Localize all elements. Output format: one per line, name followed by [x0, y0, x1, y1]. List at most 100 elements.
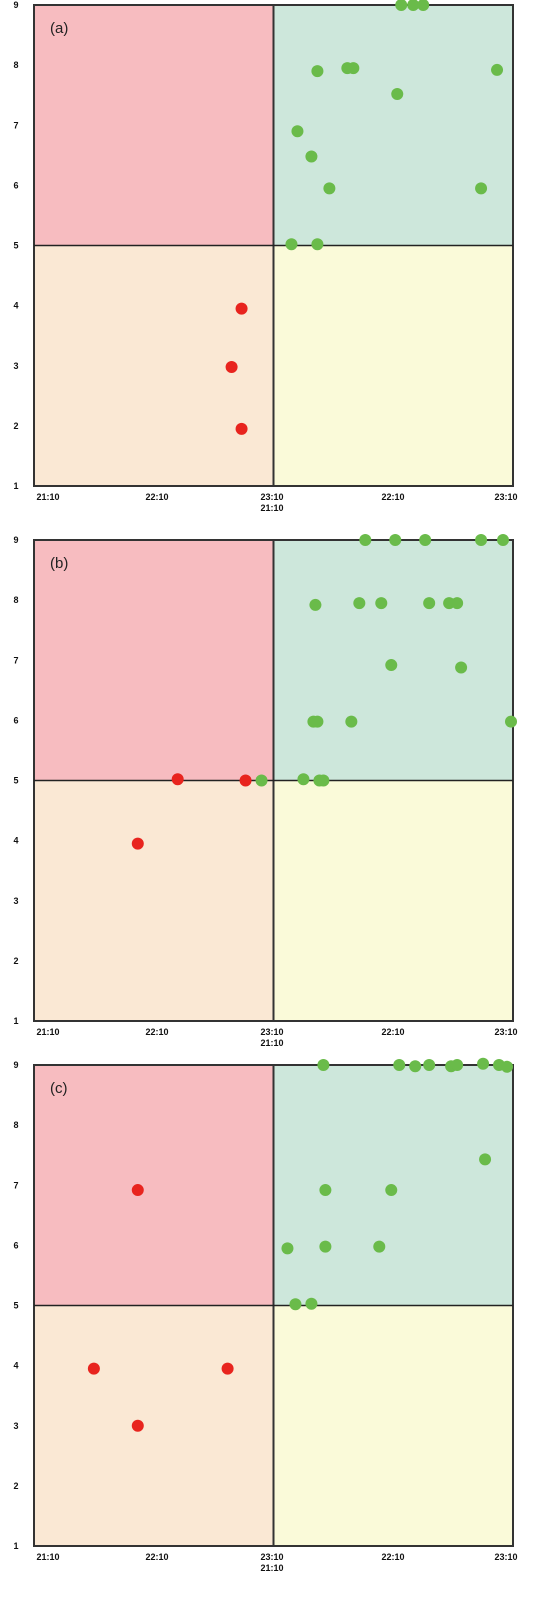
- green-data-point: [256, 775, 268, 787]
- green-data-point: [311, 716, 323, 728]
- green-data-point: [385, 1184, 397, 1196]
- y-tick-label: 4: [13, 301, 18, 311]
- green-data-point: [451, 1059, 463, 1071]
- red-data-point: [222, 1363, 234, 1375]
- x-tick-label: 22:10: [145, 1027, 168, 1037]
- x-tick-label: 23:10: [494, 1027, 517, 1037]
- green-data-point: [501, 1061, 513, 1073]
- quadrant-bottom-right: [274, 1306, 514, 1547]
- x-tick-label: 21:10: [36, 1027, 59, 1037]
- quadrant-bottom-left: [34, 246, 274, 487]
- y-tick-label: 2: [13, 1481, 18, 1491]
- y-tick-label: 1: [13, 481, 18, 491]
- y-tick-label: 7: [13, 655, 18, 665]
- y-tick-label: 3: [13, 1421, 18, 1431]
- green-data-point: [479, 1153, 491, 1165]
- quadrant-top-right: [274, 5, 514, 246]
- green-data-point: [291, 125, 303, 137]
- quadrant-top-left: [34, 540, 274, 781]
- green-data-point: [305, 1298, 317, 1310]
- x-tick-label: 23:10: [494, 1552, 517, 1562]
- red-data-point: [236, 303, 248, 315]
- x-tick-label: 22:10: [381, 492, 404, 502]
- red-data-point: [240, 775, 252, 787]
- green-data-point: [375, 597, 387, 609]
- quadrant-bottom-right: [274, 781, 514, 1022]
- x-tick-label: 22:10: [145, 492, 168, 502]
- y-tick-label: 3: [13, 361, 18, 371]
- green-data-point: [317, 775, 329, 787]
- y-tick-label: 9: [13, 1060, 18, 1070]
- y-tick-label: 6: [13, 180, 18, 190]
- x-tick-label: 22:10: [381, 1552, 404, 1562]
- green-data-point: [389, 534, 401, 546]
- x-tick-label: 23:10: [260, 1027, 283, 1037]
- green-data-point: [281, 1242, 293, 1254]
- x-tick-label: 23:10: [260, 1552, 283, 1562]
- green-data-point: [289, 1298, 301, 1310]
- green-data-point: [419, 534, 431, 546]
- green-data-point: [491, 64, 503, 76]
- green-data-point: [505, 716, 517, 728]
- x-tick-label: 23:10: [260, 492, 283, 502]
- green-data-point: [345, 716, 357, 728]
- green-data-point: [309, 599, 321, 611]
- x-tick-label: 22:10: [381, 1027, 404, 1037]
- y-tick-label: 5: [13, 241, 18, 251]
- panel-label: (b): [50, 555, 68, 572]
- green-data-point: [285, 238, 297, 250]
- quadrant-bottom-left: [34, 1306, 274, 1547]
- quadrant-top-left: [34, 5, 274, 246]
- y-tick-label: 7: [13, 120, 18, 130]
- red-data-point: [172, 773, 184, 785]
- y-tick-label: 2: [13, 421, 18, 431]
- green-data-point: [373, 1241, 385, 1253]
- red-data-point: [132, 838, 144, 850]
- green-data-point: [385, 659, 397, 671]
- red-data-point: [236, 423, 248, 435]
- y-tick-label: 9: [13, 0, 18, 10]
- green-data-point: [311, 238, 323, 250]
- x-tick-label: 21:10: [260, 1563, 283, 1573]
- green-data-point: [319, 1241, 331, 1253]
- green-data-point: [423, 1059, 435, 1071]
- red-data-point: [226, 361, 238, 373]
- y-tick-label: 7: [13, 1180, 18, 1190]
- x-tick-label: 21:10: [36, 492, 59, 502]
- red-data-point: [88, 1363, 100, 1375]
- green-data-point: [391, 88, 403, 100]
- green-data-point: [477, 1058, 489, 1070]
- y-tick-label: 3: [13, 896, 18, 906]
- red-data-point: [132, 1420, 144, 1432]
- green-data-point: [451, 597, 463, 609]
- green-data-point: [353, 597, 365, 609]
- x-tick-label: 21:10: [260, 1038, 283, 1048]
- green-data-point: [317, 1059, 329, 1071]
- green-data-point: [311, 65, 323, 77]
- green-data-point: [475, 534, 487, 546]
- y-tick-label: 6: [13, 1240, 18, 1250]
- y-tick-label: 8: [13, 1120, 18, 1130]
- y-tick-label: 8: [13, 595, 18, 605]
- panel-label: (a): [50, 20, 68, 37]
- y-tick-label: 1: [13, 1541, 18, 1551]
- y-tick-label: 2: [13, 956, 18, 966]
- green-data-point: [475, 182, 487, 194]
- green-data-point: [297, 773, 309, 785]
- y-tick-label: 8: [13, 60, 18, 70]
- quadrant-bottom-right: [274, 246, 514, 487]
- x-tick-label: 21:10: [36, 1552, 59, 1562]
- y-tick-label: 1: [13, 1016, 18, 1026]
- green-data-point: [497, 534, 509, 546]
- red-data-point: [132, 1184, 144, 1196]
- green-data-point: [409, 1060, 421, 1072]
- y-tick-label: 4: [13, 836, 18, 846]
- x-tick-label: 23:10: [494, 492, 517, 502]
- quadrant-top-left: [34, 1065, 274, 1306]
- quadrant-bottom-left: [34, 781, 274, 1022]
- green-data-point: [323, 182, 335, 194]
